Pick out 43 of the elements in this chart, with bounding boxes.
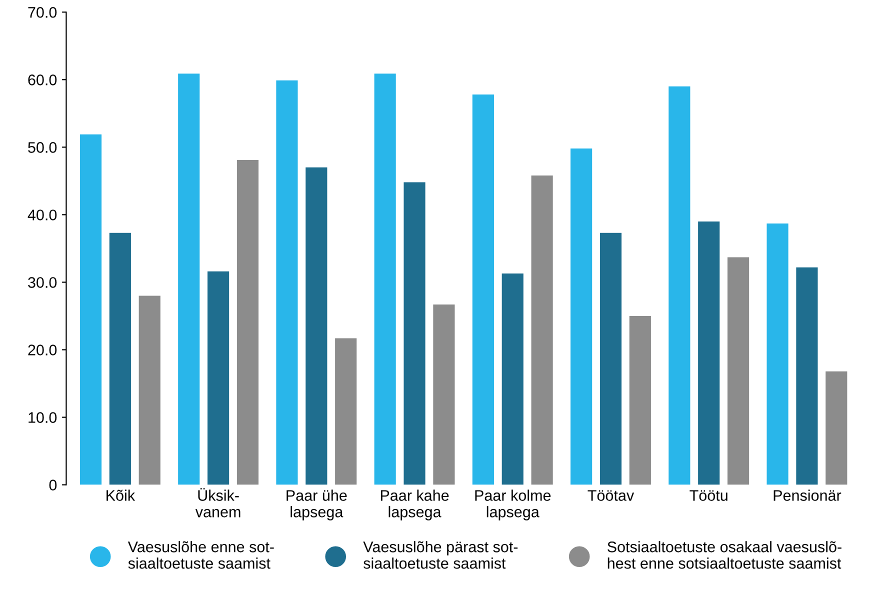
y-tick-label: 20.0 <box>28 344 57 356</box>
y-tick-label: 30.0 <box>28 277 57 288</box>
bar <box>668 86 690 485</box>
bar <box>335 338 357 485</box>
x-tick-label: Paar ühe lapsega <box>286 490 347 520</box>
bar <box>276 80 298 485</box>
bar <box>236 160 259 485</box>
bar <box>208 271 230 485</box>
bar <box>600 232 622 485</box>
bar <box>629 316 651 485</box>
legend-label: Sotsiaaltoetuste osakaal vaesuslõ- hest enne sotsiaaltoetuste saamist <box>608 541 842 569</box>
y-tick-label: 40.0 <box>28 210 57 220</box>
bar <box>796 267 818 485</box>
bar <box>826 371 848 485</box>
x-tick-label: Üksik- vanem <box>195 488 240 518</box>
y-tick-label: 0 <box>49 480 57 490</box>
legend-label: Vaesuslõhe pärast sot- siaaltoetuste saamist <box>363 541 518 569</box>
y-tick-label: 60.0 <box>28 74 57 86</box>
bar <box>472 94 494 485</box>
x-tick-label: Paar kolme lapsega <box>475 490 551 520</box>
y-tick-label: 70.0 <box>28 6 57 18</box>
x-tick-label: Töötav <box>588 490 634 501</box>
bar <box>138 296 160 485</box>
bar <box>433 304 455 485</box>
bar <box>80 134 102 485</box>
bar <box>570 148 592 485</box>
x-tick-label: Paar kahe lapsega <box>380 490 449 520</box>
x-tick-label: Kõik <box>106 490 136 501</box>
bar <box>404 182 426 485</box>
bar <box>766 223 788 485</box>
x-tick-label: Töötu <box>690 490 728 501</box>
bar <box>306 167 328 485</box>
bar <box>374 74 396 485</box>
bar <box>502 273 524 485</box>
bar <box>531 176 553 485</box>
bar <box>109 232 131 485</box>
bar <box>178 74 200 485</box>
bar <box>727 257 750 485</box>
legend-label: Vaesuslõhe enne sot- siaaltoetuste saamist <box>128 541 274 569</box>
y-tick-label: 10.0 <box>28 412 57 423</box>
x-tick-label: Pensionär <box>774 490 842 501</box>
y-tick-label: 50.0 <box>28 142 57 153</box>
bar <box>698 221 720 485</box>
